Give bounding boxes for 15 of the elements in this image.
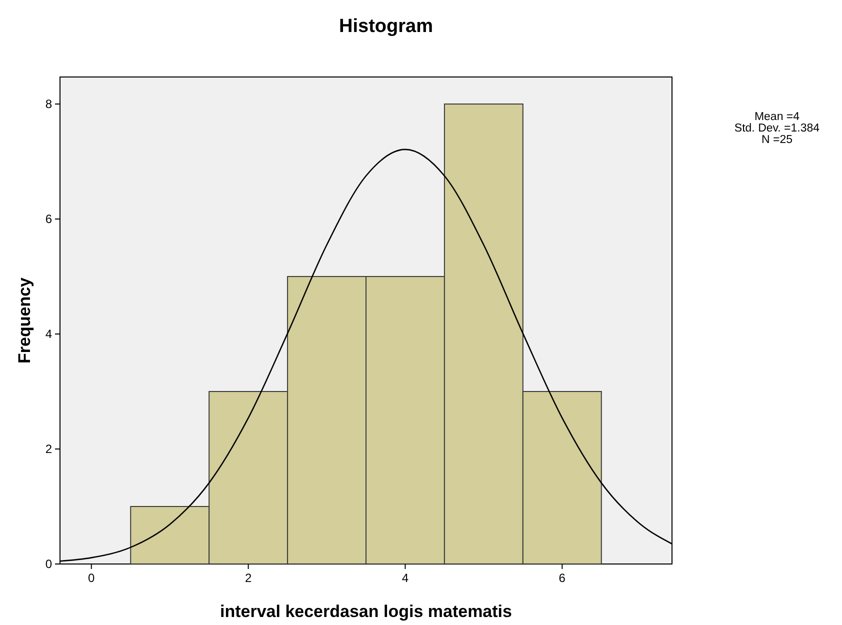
x-tick-label: 0 <box>88 571 96 585</box>
text: Std. Dev. =1.384 <box>734 122 820 134</box>
chart-title: Histogram <box>339 16 433 37</box>
x-tick-label: 6 <box>558 571 566 585</box>
y-axis-title: Frequency <box>15 276 34 364</box>
text: Mean =4 <box>754 111 800 123</box>
y-tick-label: 8 <box>45 97 52 112</box>
y-tick-label: 4 <box>45 327 52 342</box>
y-tick-label: 6 <box>45 212 52 226</box>
x-tick-label: 2 <box>244 571 252 585</box>
x-tick-label: 4 <box>402 571 409 585</box>
y-tick-label: 2 <box>45 442 52 456</box>
y-tick-label: 0 <box>45 557 52 571</box>
text: N =25 <box>761 134 793 146</box>
x-axis-title: interval kecerdasan logis matematis <box>220 602 512 621</box>
